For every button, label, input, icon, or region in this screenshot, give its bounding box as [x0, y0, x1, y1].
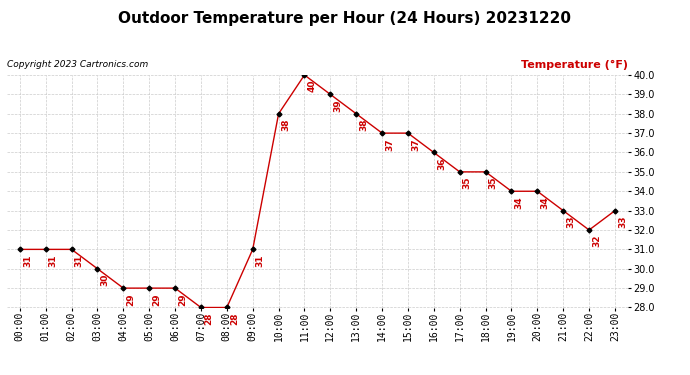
Text: 38: 38: [282, 118, 290, 131]
Text: 31: 31: [75, 254, 83, 267]
Text: 28: 28: [204, 312, 213, 325]
Text: 37: 37: [411, 138, 420, 151]
Text: 35: 35: [489, 177, 497, 189]
Text: Copyright 2023 Cartronics.com: Copyright 2023 Cartronics.com: [7, 60, 148, 69]
Text: 28: 28: [230, 312, 239, 325]
Text: Outdoor Temperature per Hour (24 Hours) 20231220: Outdoor Temperature per Hour (24 Hours) …: [119, 11, 571, 26]
Text: 35: 35: [463, 177, 472, 189]
Text: 29: 29: [152, 293, 161, 306]
Text: 33: 33: [618, 216, 627, 228]
Text: 36: 36: [437, 158, 446, 170]
Text: 34: 34: [515, 196, 524, 209]
Text: 34: 34: [540, 196, 549, 209]
Text: 31: 31: [49, 254, 58, 267]
Text: 40: 40: [308, 80, 317, 92]
Text: 37: 37: [385, 138, 394, 151]
Text: 39: 39: [333, 99, 342, 112]
Text: 38: 38: [359, 118, 368, 131]
Text: 29: 29: [178, 293, 187, 306]
Text: 32: 32: [592, 235, 601, 248]
Text: 30: 30: [101, 274, 110, 286]
Text: 29: 29: [126, 293, 135, 306]
Text: 31: 31: [23, 254, 32, 267]
Text: Temperature (°F): Temperature (°F): [521, 60, 628, 70]
Text: 33: 33: [566, 216, 575, 228]
Text: 31: 31: [256, 254, 265, 267]
